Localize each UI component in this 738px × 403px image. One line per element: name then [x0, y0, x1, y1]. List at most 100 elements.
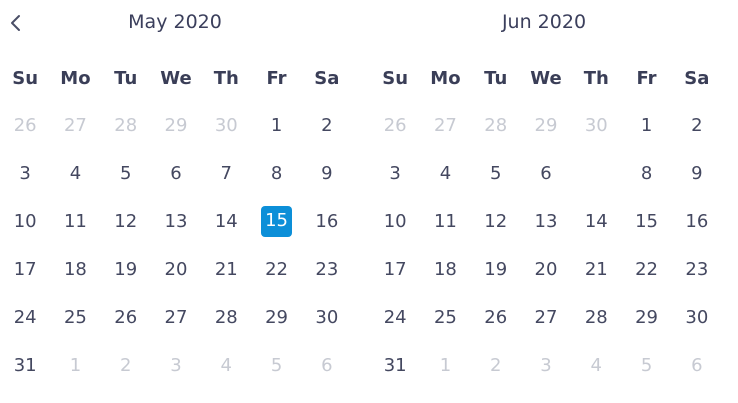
day-cell[interactable]: 10 [13, 210, 37, 232]
day-cell[interactable]: 16 [315, 210, 339, 232]
day-cell[interactable]: 1 [439, 354, 452, 376]
day-cell[interactable]: 24 [13, 306, 37, 328]
day-cell[interactable]: 17 [383, 258, 407, 280]
week-row: 3 4 5 6 8 9 [370, 149, 722, 197]
day-cell[interactable]: 12 [484, 210, 508, 232]
day-cell[interactable]: 28 [114, 114, 138, 136]
day-cell[interactable]: 28 [584, 306, 608, 328]
day-cell[interactable]: 16 [685, 210, 709, 232]
week-row: 3 4 5 6 7 8 9 [0, 149, 352, 197]
previous-month-button[interactable] [4, 8, 28, 38]
day-cell[interactable]: 28 [214, 306, 238, 328]
day-cell[interactable]: 29 [635, 306, 658, 328]
day-cell[interactable]: 5 [489, 162, 502, 184]
day-cell[interactable]: 22 [265, 258, 288, 280]
weekday-label: Tu [484, 68, 508, 89]
weekday-label: Mo [60, 68, 91, 89]
selected-day-cell[interactable]: 15 [251, 197, 301, 245]
day-cell[interactable]: 8 [640, 162, 653, 184]
day-cell[interactable]: 3 [19, 162, 31, 184]
day-cell[interactable]: 23 [685, 258, 709, 280]
day-cell[interactable]: 9 [691, 162, 703, 184]
day-cell[interactable]: 5 [270, 354, 283, 376]
day-cell[interactable]: 27 [63, 114, 87, 136]
day-cell[interactable]: 21 [584, 258, 608, 280]
day-cell[interactable]: 2 [691, 114, 703, 136]
day-cell[interactable]: 29 [164, 114, 188, 136]
day-cell[interactable]: 4 [69, 162, 82, 184]
weekday-label: Tu [114, 68, 138, 89]
day-cell[interactable]: 13 [164, 210, 188, 232]
day-cell[interactable]: 22 [635, 258, 658, 280]
day-cell[interactable]: 1 [270, 114, 283, 136]
day-cell[interactable]: 26 [484, 306, 508, 328]
day-cell[interactable]: 6 [691, 354, 703, 376]
day-cell[interactable]: 17 [13, 258, 37, 280]
weekday-label: Sa [684, 68, 710, 89]
day-cell[interactable]: 28 [484, 114, 508, 136]
day-grid: Su Mo Tu We Th Fr Sa 26 27 28 29 30 1 2 … [0, 56, 352, 389]
day-cell[interactable]: 14 [584, 210, 608, 232]
day-cell[interactable]: 27 [534, 306, 558, 328]
day-cell[interactable]: 29 [265, 306, 288, 328]
day-cell[interactable]: 7 [220, 162, 232, 184]
day-cell[interactable]: 1 [640, 114, 653, 136]
day-cell[interactable]: 27 [433, 114, 457, 136]
weekday-label: Sa [314, 68, 340, 89]
day-cell[interactable]: 13 [534, 210, 558, 232]
day-cell[interactable]: 25 [63, 306, 87, 328]
day-cell[interactable]: 31 [13, 354, 37, 376]
day-cell[interactable]: 10 [383, 210, 407, 232]
day-cell[interactable]: 26 [13, 114, 37, 136]
day-cell[interactable]: 4 [439, 162, 452, 184]
day-cell[interactable]: 1 [69, 354, 82, 376]
day-grid: Su Mo Tu We Th Fr Sa 26 27 28 29 30 1 2 … [370, 56, 722, 389]
day-cell[interactable]: 3 [540, 354, 552, 376]
day-cell[interactable]: 30 [315, 306, 339, 328]
week-row: 10 11 12 13 14 15 16 [370, 197, 722, 245]
day-cell[interactable]: 3 [170, 354, 182, 376]
day-cell[interactable]: 3 [389, 162, 401, 184]
day-cell[interactable]: 30 [584, 114, 608, 136]
weekday-header: Su Mo Tu We Th Fr Sa [0, 56, 352, 101]
day-cell[interactable]: 20 [164, 258, 188, 280]
week-row: 31 1 2 3 4 5 6 [0, 341, 352, 389]
day-cell[interactable]: 19 [484, 258, 508, 280]
day-cell[interactable]: 24 [383, 306, 407, 328]
day-cell[interactable]: 5 [640, 354, 653, 376]
weekday-label: Mo [430, 68, 461, 89]
day-cell[interactable]: 30 [685, 306, 709, 328]
day-cell[interactable]: 4 [590, 354, 602, 376]
day-cell[interactable]: 12 [114, 210, 138, 232]
day-cell[interactable]: 30 [214, 114, 238, 136]
day-cell[interactable]: 21 [214, 258, 238, 280]
day-cell[interactable]: 20 [534, 258, 558, 280]
day-cell[interactable]: 9 [321, 162, 333, 184]
day-cell[interactable]: 26 [383, 114, 407, 136]
week-row: 26 27 28 29 30 1 2 [370, 101, 722, 149]
day-cell[interactable]: 11 [433, 210, 457, 232]
day-cell[interactable]: 2 [119, 354, 132, 376]
day-cell[interactable]: 4 [220, 354, 232, 376]
day-cell[interactable]: 6 [170, 162, 182, 184]
day-cell[interactable]: 15 [635, 210, 658, 232]
day-cell[interactable]: 14 [214, 210, 238, 232]
day-cell[interactable]: 2 [489, 354, 502, 376]
day-cell[interactable]: 29 [534, 114, 558, 136]
day-cell[interactable]: 5 [119, 162, 132, 184]
day-cell[interactable]: 6 [540, 162, 552, 184]
day-cell[interactable]: 18 [63, 258, 87, 280]
day-cell[interactable]: 6 [321, 354, 333, 376]
day-cell[interactable]: 19 [114, 258, 138, 280]
day-cell[interactable]: 2 [321, 114, 333, 136]
weekday-label: Th [583, 68, 609, 89]
day-cell[interactable]: 18 [433, 258, 457, 280]
weekday-header: Su Mo Tu We Th Fr Sa [370, 56, 722, 101]
day-cell[interactable]: 27 [164, 306, 188, 328]
day-cell[interactable]: 11 [63, 210, 87, 232]
day-cell[interactable]: 23 [315, 258, 339, 280]
day-cell[interactable]: 31 [383, 354, 407, 376]
day-cell[interactable]: 25 [433, 306, 457, 328]
day-cell[interactable]: 8 [270, 162, 283, 184]
day-cell[interactable]: 26 [114, 306, 138, 328]
